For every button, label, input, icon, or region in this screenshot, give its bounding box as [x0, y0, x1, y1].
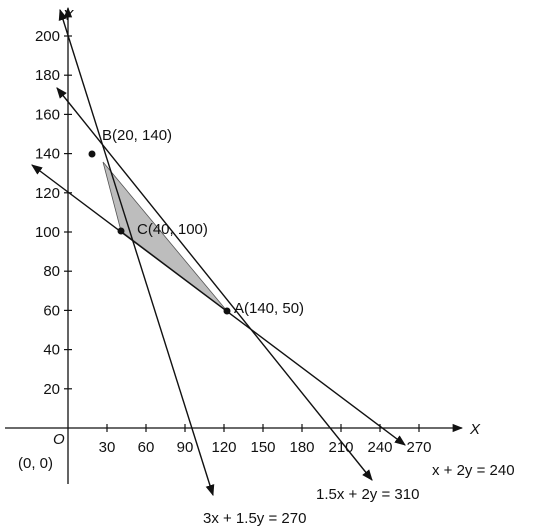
x-tick-label: 30 — [99, 439, 116, 456]
point-label: C(40, 100) — [137, 221, 208, 238]
y-tick-label: 200 — [35, 28, 60, 45]
line-label: x + 2y = 240 — [432, 462, 515, 479]
line-label: 1.5x + 2y = 310 — [316, 486, 419, 503]
point — [223, 307, 231, 315]
x-tick-label: 240 — [367, 439, 392, 456]
y-tick-label: 140 — [35, 146, 60, 163]
x-tick-label: 210 — [328, 439, 353, 456]
constraint-line — [31, 164, 406, 446]
x-tick-label: 270 — [406, 439, 431, 456]
y-axis-label: Y — [63, 7, 74, 24]
constraint-line — [56, 87, 373, 481]
x-tick-label: 90 — [177, 439, 194, 456]
y-tick-label: 160 — [35, 106, 60, 123]
point — [88, 150, 96, 158]
x-axis-label: X — [469, 421, 481, 438]
x-tick-label: 60 — [138, 439, 155, 456]
point-label: A(140, 50) — [234, 300, 304, 317]
y-tick-label: 80 — [43, 263, 60, 280]
point — [117, 227, 125, 235]
point-label: B(20, 140) — [102, 127, 172, 144]
x-tick-label: 150 — [250, 439, 275, 456]
line-label: 3x + 1.5y = 270 — [203, 510, 306, 527]
y-tick-label: 180 — [35, 67, 60, 84]
origin-coords: (0, 0) — [18, 455, 53, 472]
x-tick-label: 180 — [289, 439, 314, 456]
y-tick-label: 100 — [35, 224, 60, 241]
y-tick-label: 60 — [43, 302, 60, 319]
x-tick-label: 120 — [211, 439, 236, 456]
y-tick-label: 20 — [43, 381, 60, 398]
y-tick-label: 40 — [43, 342, 60, 359]
origin-label: O — [53, 431, 65, 448]
y-tick-label: 120 — [35, 185, 60, 202]
